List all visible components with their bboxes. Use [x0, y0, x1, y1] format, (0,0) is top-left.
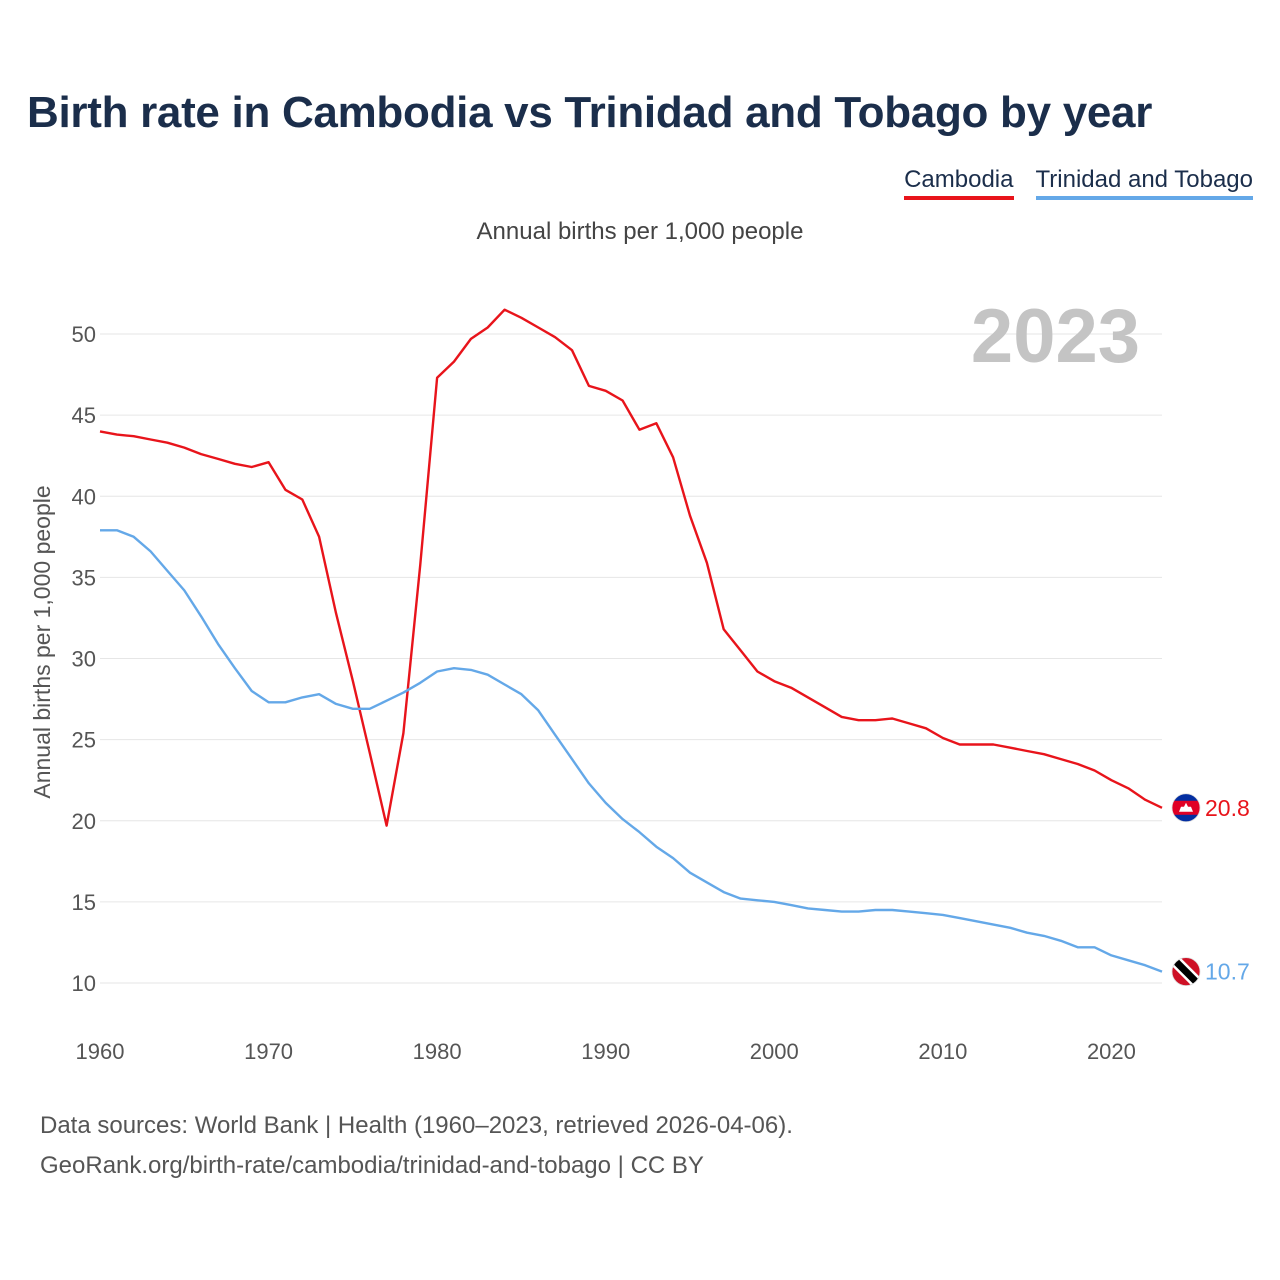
y-tick-label: 35 [72, 565, 96, 590]
y-tick-label: 20 [72, 809, 96, 834]
y-tick-label: 10 [72, 971, 96, 996]
legend-item-cambodia[interactable]: Cambodia [904, 166, 1014, 200]
chart-title: Birth rate in Cambodia vs Trinidad and T… [27, 88, 1153, 137]
y-tick-label: 15 [72, 890, 96, 915]
y-tick-label: 25 [72, 728, 96, 753]
flag-fill [1172, 957, 1200, 986]
y-axis-label: Annual births per 1,000 people [29, 485, 55, 798]
x-tick-label: 2010 [918, 1039, 967, 1064]
x-tick-label: 2000 [750, 1039, 799, 1064]
flag-fill [1172, 793, 1200, 822]
trinidad-and-tobago-flag-icon [1171, 957, 1201, 987]
series-lines [99, 308, 1163, 973]
footer: Data sources: World Bank | Health (1960–… [40, 1106, 793, 1186]
series-line-cambodia[interactable] [99, 308, 1163, 827]
y-tick-label: 30 [72, 647, 96, 672]
x-tick-label: 1970 [244, 1039, 293, 1064]
footer-source: Data sources: World Bank | Health (1960–… [40, 1112, 793, 1139]
end-label-cambodia: 20.8 [1205, 795, 1250, 821]
x-tick-label: 1980 [413, 1039, 462, 1064]
y-axis-ticks: 10 15 20 25 30 35 40 45 50 [72, 322, 96, 996]
x-tick-label: 2020 [1087, 1039, 1136, 1064]
flag-border [1171, 957, 1201, 987]
x-tick-label: 1990 [581, 1039, 630, 1064]
end-label-trinidad-and-tobago: 10.7 [1205, 959, 1250, 985]
y-tick-label: 45 [72, 403, 96, 428]
y-tick-label: 40 [72, 484, 96, 509]
legend-item-trinidad-and-tobago[interactable]: Trinidad and Tobago [1035, 166, 1253, 200]
y-tick-label: 50 [72, 322, 96, 347]
footer-link[interactable]: GeoRank.org/birth-rate/cambodia/trinidad… [40, 1152, 704, 1179]
cambodia-flag-icon [1171, 793, 1201, 823]
chart-subtitle: Annual births per 1,000 people [476, 218, 804, 245]
legend: Cambodia Trinidad and Tobago [904, 166, 1253, 200]
line-chart: 10 15 20 25 30 35 40 45 50 1960 1970 1980 1990 2000 2… [29, 294, 1250, 1064]
flag-border [1171, 793, 1201, 823]
gridlines [100, 333, 1162, 984]
end-labels: 20.8 10.7 [1171, 793, 1250, 987]
series-line-trinidad-and-tobago[interactable] [100, 529, 1163, 973]
x-axis-ticks: 1960 1970 1980 1990 2000 2010 2020 [76, 1039, 1136, 1064]
year-label: 2023 [971, 294, 1140, 379]
temple-shape [1179, 802, 1193, 812]
x-tick-label: 1960 [76, 1039, 125, 1064]
